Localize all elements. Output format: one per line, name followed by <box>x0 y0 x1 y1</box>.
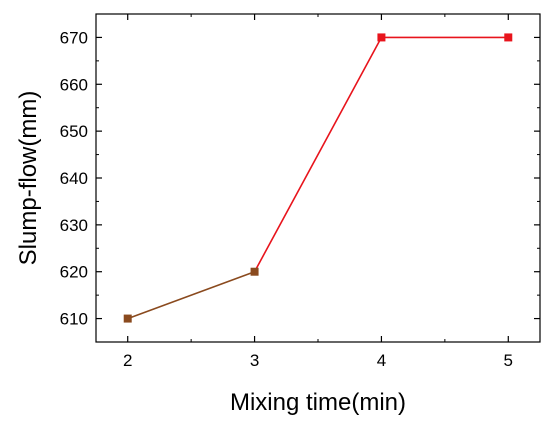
data-point-marker <box>123 314 132 323</box>
plot-frame <box>95 13 541 343</box>
x-tick-label: 2 <box>123 351 132 370</box>
y-tick-label: 670 <box>60 28 88 47</box>
series-line-segment <box>127 270 255 320</box>
x-tick-label: 3 <box>250 351 259 370</box>
tick-labels: 2 3 4 5 610 620 630 640 650 660 670 <box>60 28 513 370</box>
x-axis-label: Mixing time(min) <box>230 389 406 416</box>
y-tick-label: 630 <box>60 216 88 235</box>
y-axis-label: Slump-flow(mm) <box>15 91 42 266</box>
y-tick-label: 660 <box>60 75 88 94</box>
axis-ticks <box>96 14 540 342</box>
x-tick-label: 5 <box>504 351 513 370</box>
y-tick-label: 610 <box>60 310 88 329</box>
data-point-marker <box>504 33 513 42</box>
y-tick-label: 620 <box>60 263 88 282</box>
series-line-segment <box>253 37 383 273</box>
y-tick-label: 640 <box>60 169 88 188</box>
data-point-marker <box>377 33 386 42</box>
x-tick-label: 4 <box>377 351 386 370</box>
data-series <box>123 33 513 323</box>
y-tick-label: 650 <box>60 122 88 141</box>
data-point-marker <box>250 267 259 276</box>
